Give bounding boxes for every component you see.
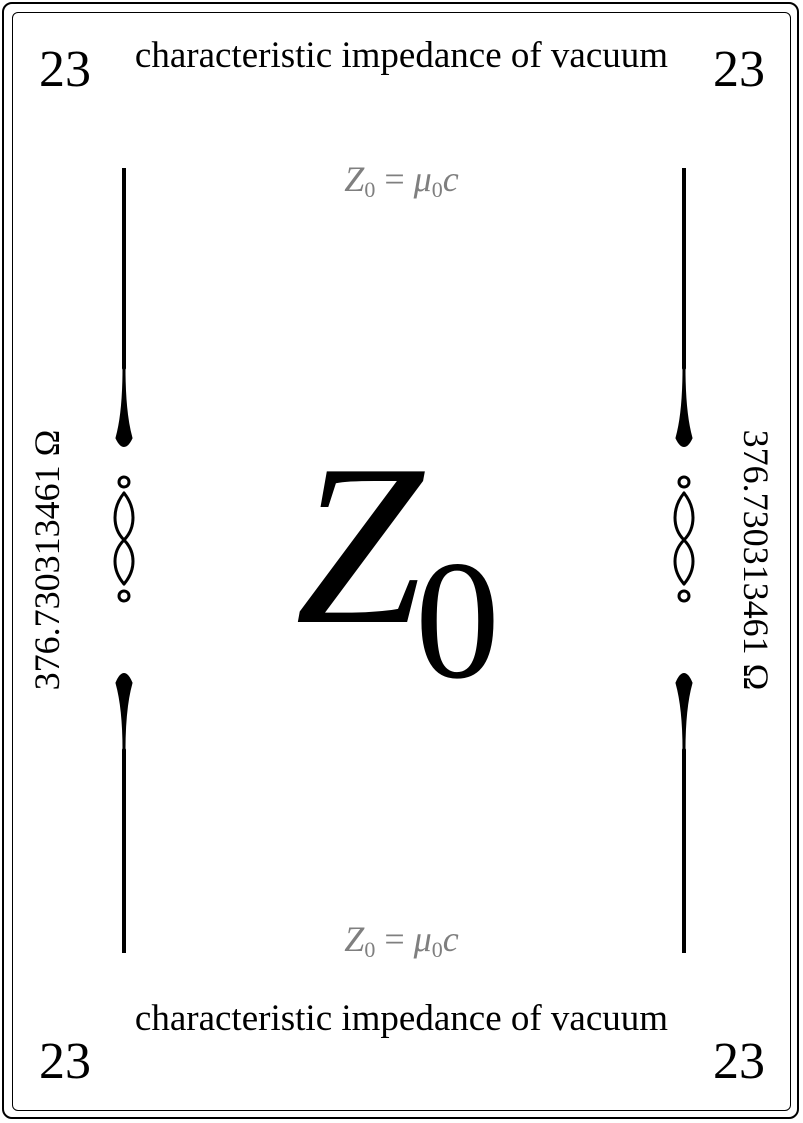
card-title-top: characteristic impedance of vacuum	[134, 35, 669, 76]
card-number-bottom-right: 23	[713, 1033, 765, 1090]
card-number-top-left: 23	[39, 41, 91, 98]
ornament-left-icon	[113, 168, 135, 953]
formula-lhs: Z	[344, 159, 365, 199]
formula-bottom: Z0 = μ0c	[0, 918, 803, 962]
formula-rhs: μ	[413, 159, 432, 199]
formula-rhs-tail: c	[442, 159, 459, 199]
formula-lhs-sub: 0	[364, 177, 376, 202]
main-symbol: Z0	[0, 430, 803, 706]
main-symbol-base: Z	[295, 417, 423, 672]
formula-rhs-sub: 0	[431, 177, 443, 202]
formula-rhs-tail: c	[442, 919, 459, 959]
card-number-top-right: 23	[713, 41, 765, 98]
card-number-bottom-left: 23	[39, 1033, 91, 1090]
formula-rhs: μ	[413, 919, 432, 959]
ornament-right-icon	[673, 168, 695, 953]
main-symbol-sub: 0	[414, 526, 500, 714]
formula-top: Z0 = μ0c	[0, 158, 803, 202]
formula-equals: =	[384, 919, 405, 959]
formula-lhs: Z	[344, 919, 365, 959]
formula-lhs-sub: 0	[364, 937, 376, 962]
card-inner-border	[12, 12, 791, 1111]
card-title-bottom: characteristic impedance of vacuum	[134, 998, 669, 1039]
formula-rhs-sub: 0	[431, 937, 443, 962]
formula-equals: =	[384, 159, 405, 199]
